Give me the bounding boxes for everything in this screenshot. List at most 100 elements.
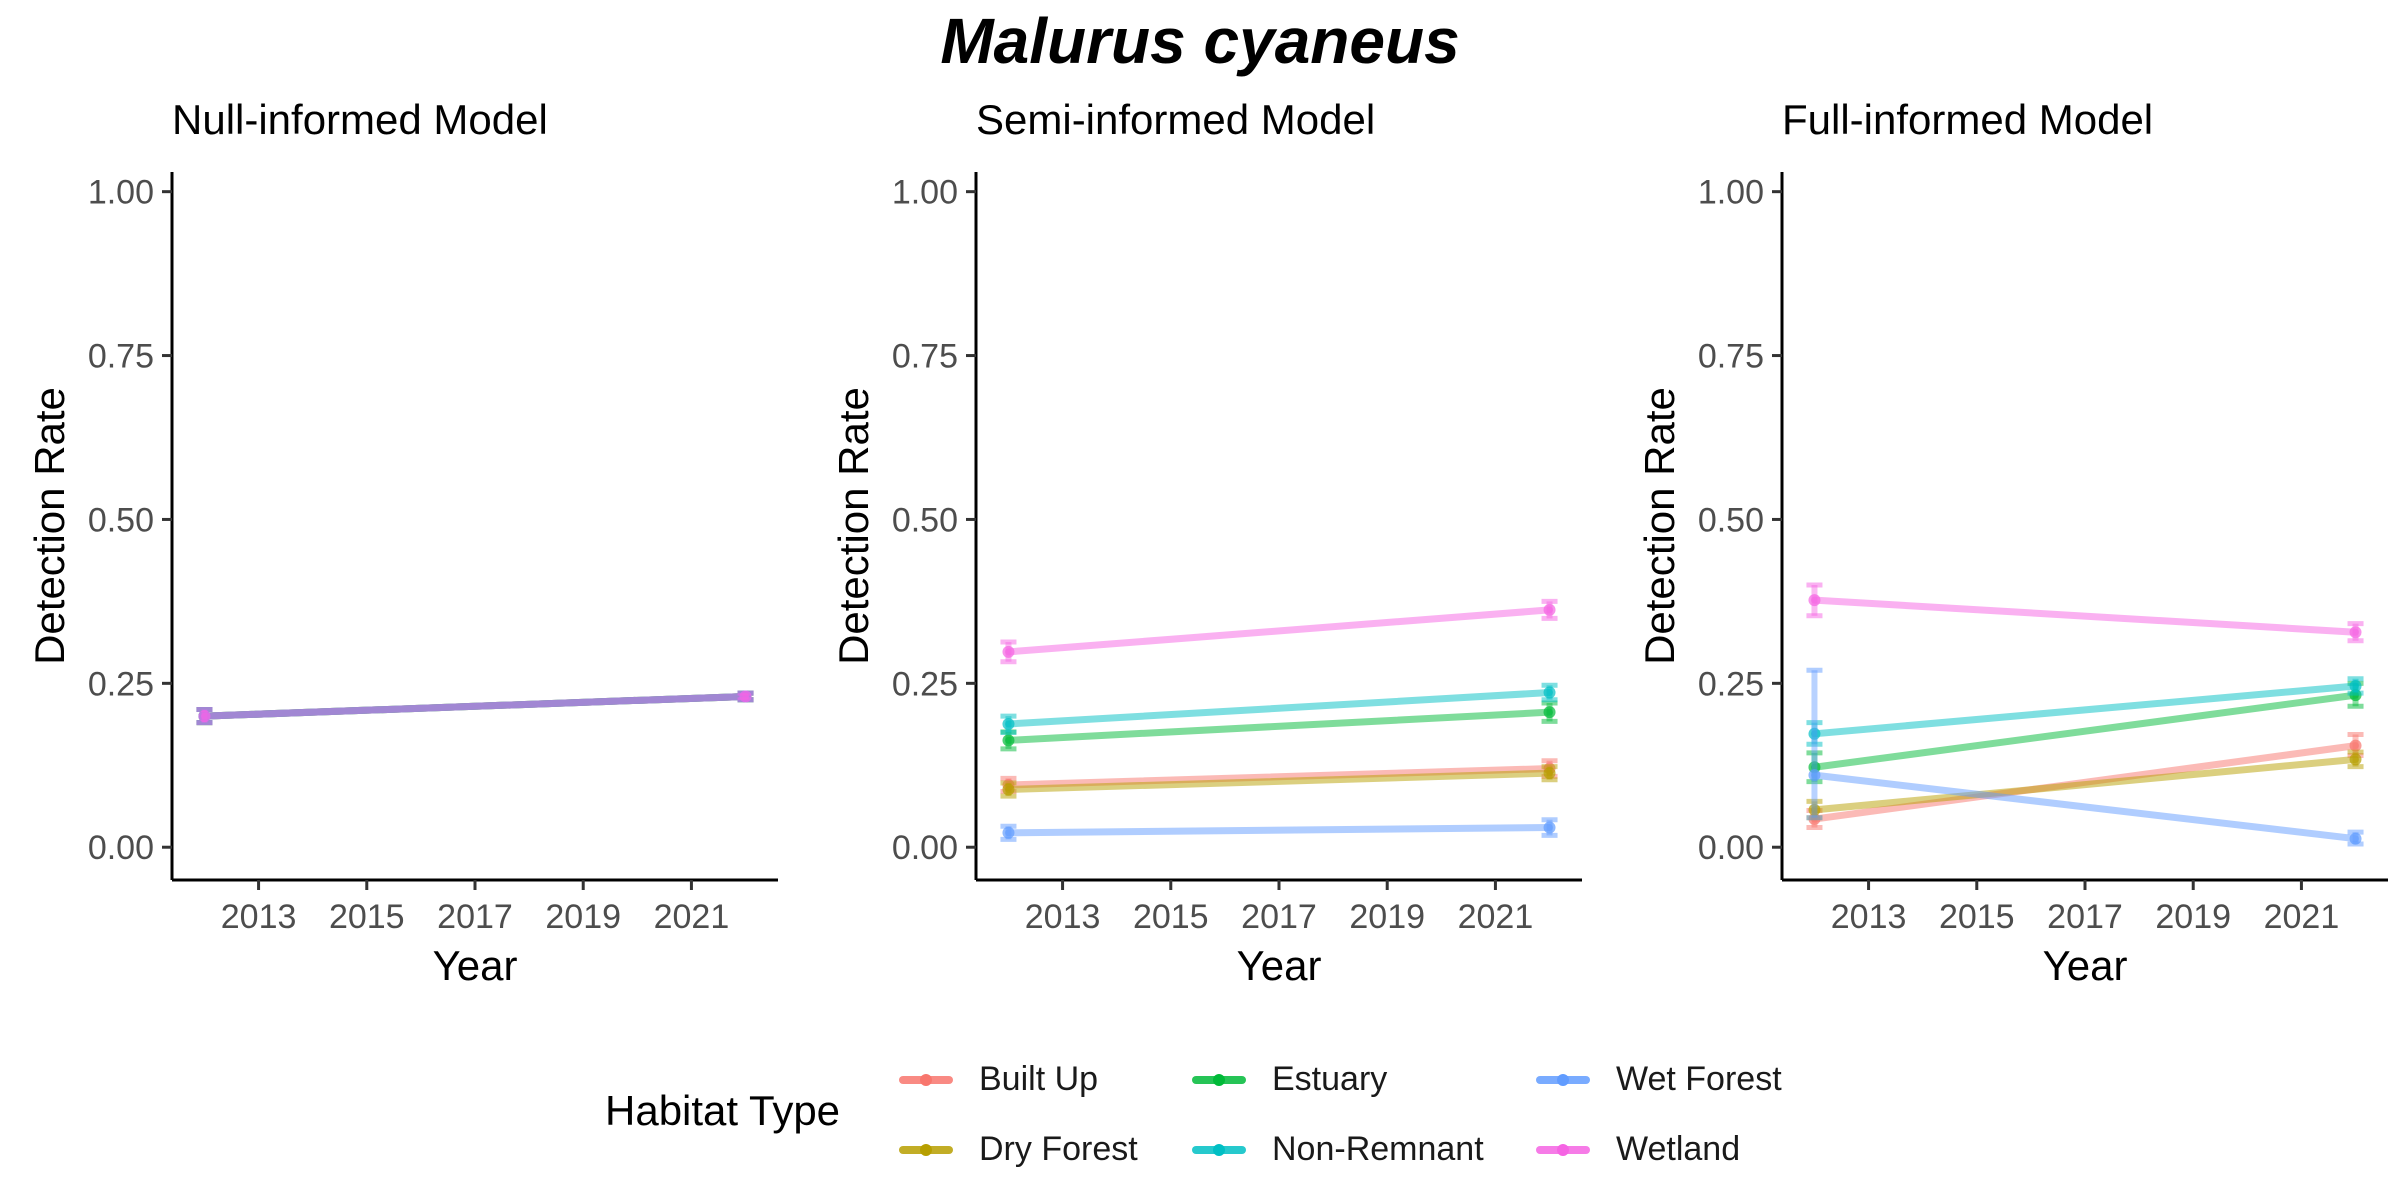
data-point (2349, 626, 2362, 639)
x-axis-title: Year (1237, 942, 1322, 989)
data-point (1808, 727, 1821, 740)
y-tick-label: 1.00 (88, 174, 154, 212)
series-estuary (1000, 700, 1558, 752)
x-tick-label: 2019 (545, 898, 621, 936)
legend-item-built-up: Built Up (895, 1054, 1098, 1104)
x-tick-label: 2019 (2155, 898, 2231, 936)
series-dry-forest (1806, 749, 2364, 821)
series-line (1810, 691, 2360, 771)
x-tick-label: 2021 (2264, 898, 2340, 936)
data-point (1808, 594, 1821, 607)
panel-1: 0.00 0.25 0.50 0.75 1.00 2013 2015 2017 2019 2021… (26, 172, 778, 989)
legend-item-non-remnant: Non-Remnant (1188, 1124, 1484, 1174)
data-point (1002, 783, 1015, 796)
y-tick-label: 0.00 (892, 829, 958, 867)
x-tick-label: 2013 (1025, 898, 1101, 936)
legend-title: Habitat Type (605, 1087, 841, 1134)
legend-key (1532, 1124, 1594, 1174)
main-title: Malurus cyaneus (940, 5, 1460, 77)
data-point (2349, 832, 2362, 845)
y-tick-label: 0.50 (88, 501, 154, 539)
series-wetland (1806, 582, 2364, 644)
series-line (1810, 755, 2360, 814)
y-tick-label: 0.75 (88, 338, 154, 376)
series-non-remnant (1806, 676, 2364, 747)
legend-key (1532, 1054, 1594, 1104)
data-point (1002, 826, 1015, 839)
legend-label: Dry Forest (979, 1129, 1138, 1168)
data-point (1808, 769, 1821, 782)
legend-key (1188, 1124, 1250, 1174)
legend-label: Wetland (1616, 1129, 1741, 1168)
legend-key (895, 1124, 957, 1174)
data-point (1808, 803, 1821, 816)
legend-item-dry-forest: Dry Forest (895, 1124, 1138, 1174)
legend-label: Non-Remnant (1272, 1129, 1484, 1168)
series-line (1004, 708, 1554, 744)
legend-item-estuary: Estuary (1188, 1054, 1387, 1104)
series-non-remnant (1000, 682, 1558, 735)
x-tick-label: 2015 (1939, 898, 2015, 936)
data-point (1002, 717, 1015, 730)
data-point (1543, 706, 1556, 719)
x-tick-label: 2021 (654, 898, 730, 936)
x-tick-label: 2013 (1831, 898, 1907, 936)
y-tick-label: 0.50 (1698, 501, 1764, 539)
series-line (1004, 689, 1554, 728)
y-tick-label: 0.25 (88, 665, 154, 703)
x-tick-label: 2021 (1458, 898, 1534, 936)
legend-item-wetland: Wetland (1532, 1124, 1740, 1174)
data-point (198, 710, 211, 723)
panel-3: 0.00 0.25 0.50 0.75 1.00 2013 2015 2017 2019 2021… (1636, 172, 2388, 989)
series-wetland (1000, 598, 1558, 665)
panel-title-full: Full-informed Model (1782, 96, 2154, 143)
legend-label: Estuary (1272, 1059, 1388, 1098)
x-axis-title: Year (433, 942, 518, 989)
y-tick-label: 0.00 (88, 829, 154, 867)
y-tick-label: 0.25 (1698, 665, 1764, 703)
x-tick-label: 2017 (1241, 898, 1317, 936)
y-tick-label: 1.00 (892, 174, 958, 212)
series-wet-forest (1000, 817, 1558, 842)
y-tick-label: 1.00 (1698, 174, 1764, 212)
plot-area: 0.00 0.25 0.50 0.75 1.00 2013 2015 2017 2019 2021… (26, 172, 2388, 989)
legend-label: Built Up (979, 1059, 1099, 1098)
y-tick-label: 0.75 (892, 338, 958, 376)
series-line (1810, 682, 2360, 738)
panel-title-semi: Semi-informed Model (976, 96, 1376, 143)
series-wet-forest (1806, 667, 2364, 847)
y-axis-title: Detection Rate (26, 387, 73, 665)
data-point (1002, 645, 1015, 658)
data-point (1543, 603, 1556, 616)
x-tick-label: 2013 (221, 898, 297, 936)
series-wetland (196, 690, 754, 726)
data-point (2349, 753, 2362, 766)
x-tick-label: 2017 (2047, 898, 2123, 936)
y-tick-label: 0.50 (892, 501, 958, 539)
series-line (1810, 596, 2360, 636)
series-line (1004, 606, 1554, 656)
legend-key (1188, 1054, 1250, 1104)
x-tick-label: 2019 (1349, 898, 1425, 936)
y-tick-label: 0.00 (1698, 829, 1764, 867)
legend-key (895, 1054, 957, 1104)
x-tick-label: 2015 (1133, 898, 1209, 936)
x-tick-label: 2017 (437, 898, 513, 936)
legend-label: Wet Forest (1616, 1059, 1782, 1098)
panel-2: 0.00 0.25 0.50 0.75 1.00 2013 2015 2017 2019 2021… (830, 172, 1582, 989)
data-point (1543, 686, 1556, 699)
series-line (1004, 824, 1554, 837)
data-point (2349, 739, 2362, 752)
legend-item-wet-forest: Wet Forest (1532, 1054, 1782, 1104)
y-tick-label: 0.75 (1698, 338, 1764, 376)
series-line (200, 692, 750, 720)
x-tick-label: 2015 (329, 898, 405, 936)
y-tick-label: 0.25 (892, 665, 958, 703)
data-point (2349, 679, 2362, 692)
y-axis-title: Detection Rate (830, 387, 877, 665)
data-point (1543, 767, 1556, 780)
data-point (1543, 821, 1556, 834)
series-line (1004, 769, 1554, 794)
data-point (739, 690, 752, 703)
